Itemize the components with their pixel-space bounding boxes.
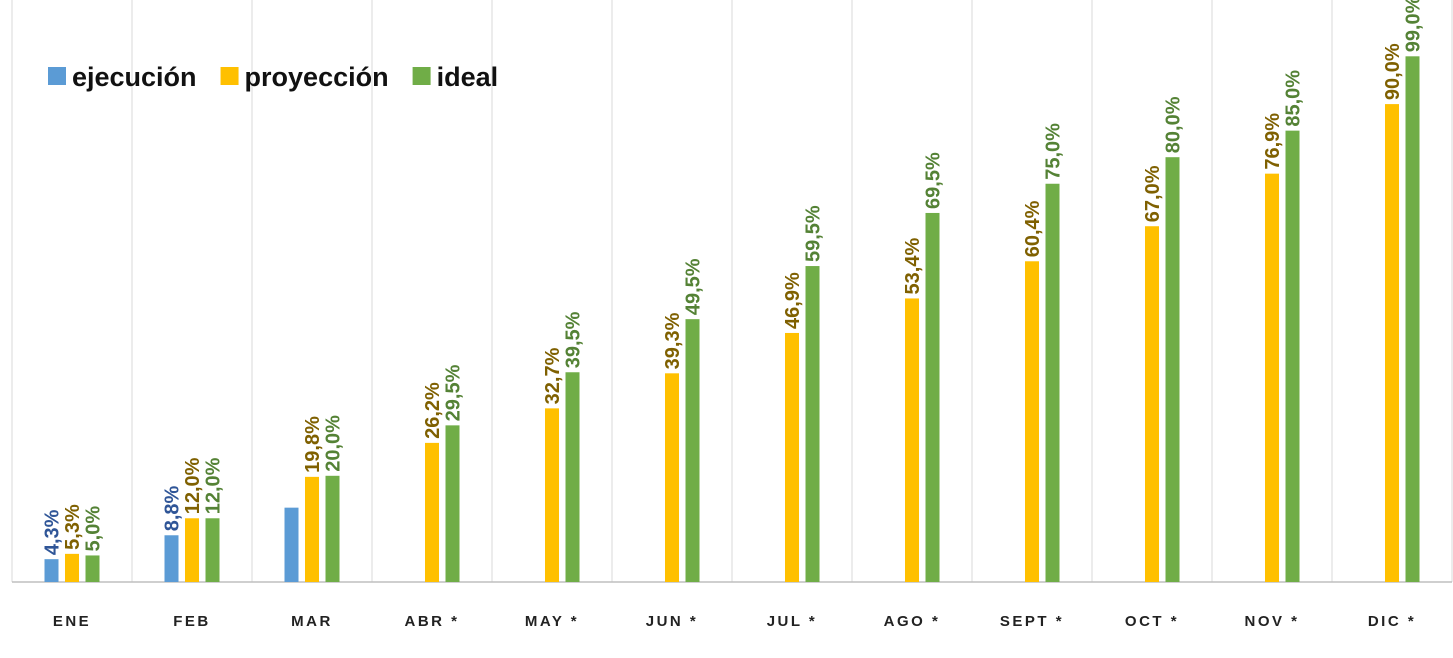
bar: [665, 373, 679, 582]
x-tick-label: NOV *: [1244, 613, 1299, 630]
x-tick-label: OCT *: [1125, 613, 1179, 630]
x-tick-label: SEPT *: [1000, 613, 1064, 630]
bar: [185, 518, 199, 582]
legend-label: ideal: [437, 62, 499, 92]
legend-label: proyección: [245, 62, 389, 92]
bar: [205, 518, 220, 582]
data-label: 26,2%: [422, 382, 444, 439]
bar: [1265, 173, 1279, 582]
bar: [805, 266, 820, 582]
data-label: 49,5%: [683, 258, 705, 315]
legend-swatch: [412, 67, 431, 85]
x-tick-label: DIC *: [1368, 613, 1416, 630]
data-label: 80,0%: [1163, 96, 1185, 153]
bar: [85, 555, 100, 582]
data-label: 29,5%: [443, 364, 465, 421]
bar: [1025, 261, 1039, 582]
bar: [325, 475, 340, 582]
x-tick-label: FEB: [173, 613, 211, 630]
bar: [1165, 157, 1180, 582]
x-tick-label: AGO *: [884, 613, 941, 630]
data-label: 99,0%: [1403, 0, 1425, 52]
data-label: 75,0%: [1043, 123, 1065, 180]
bar: [905, 298, 919, 582]
bar: [565, 372, 580, 582]
data-label: 8,8%: [162, 485, 184, 531]
data-label: 85,0%: [1283, 70, 1305, 127]
x-tick-label: JUL *: [767, 613, 818, 630]
data-label: 59,5%: [803, 205, 825, 262]
data-label: 60,4%: [1022, 200, 1044, 257]
bar: [44, 559, 59, 582]
data-label: 4,3%: [42, 509, 64, 555]
bar: [425, 442, 439, 582]
legend-swatch: [220, 67, 239, 85]
data-label: 32,7%: [542, 347, 564, 404]
x-tick-label: MAR: [291, 613, 333, 630]
data-label: 20,0%: [323, 415, 345, 472]
x-tick-label: JUN *: [646, 613, 699, 630]
data-label: 5,3%: [62, 504, 84, 550]
x-tick-label: ABR *: [404, 613, 459, 630]
bar: [164, 535, 179, 582]
legend-swatch: [48, 67, 66, 85]
bar: [545, 408, 559, 582]
bar: [1385, 104, 1399, 582]
bar: [1045, 183, 1060, 582]
bar: [284, 507, 299, 582]
bar: [1285, 130, 1300, 582]
data-label: 19,8%: [302, 416, 324, 473]
bar: [925, 212, 940, 582]
data-label: 5,0%: [83, 506, 105, 552]
data-label: 53,4%: [902, 238, 924, 295]
bar: [1405, 56, 1420, 583]
data-label: 69,5%: [923, 152, 945, 209]
bar: [1145, 226, 1159, 583]
bar: [65, 553, 79, 582]
data-label: 46,9%: [782, 272, 804, 329]
data-label: 39,5%: [563, 311, 585, 368]
data-label: 12,0%: [182, 457, 204, 514]
data-label: 39,3%: [662, 312, 684, 369]
legend-label: ejecución: [72, 62, 197, 92]
bar: [445, 425, 460, 582]
x-tick-label: ENE: [53, 613, 91, 630]
bar: [305, 476, 319, 582]
data-label: 90,0%: [1382, 43, 1404, 100]
data-label: 12,0%: [203, 457, 225, 514]
bar: [785, 332, 799, 582]
x-tick-label: MAY *: [525, 613, 579, 630]
data-label: 76,9%: [1262, 113, 1284, 170]
bar: [685, 319, 700, 582]
data-label: 67,0%: [1142, 165, 1164, 222]
